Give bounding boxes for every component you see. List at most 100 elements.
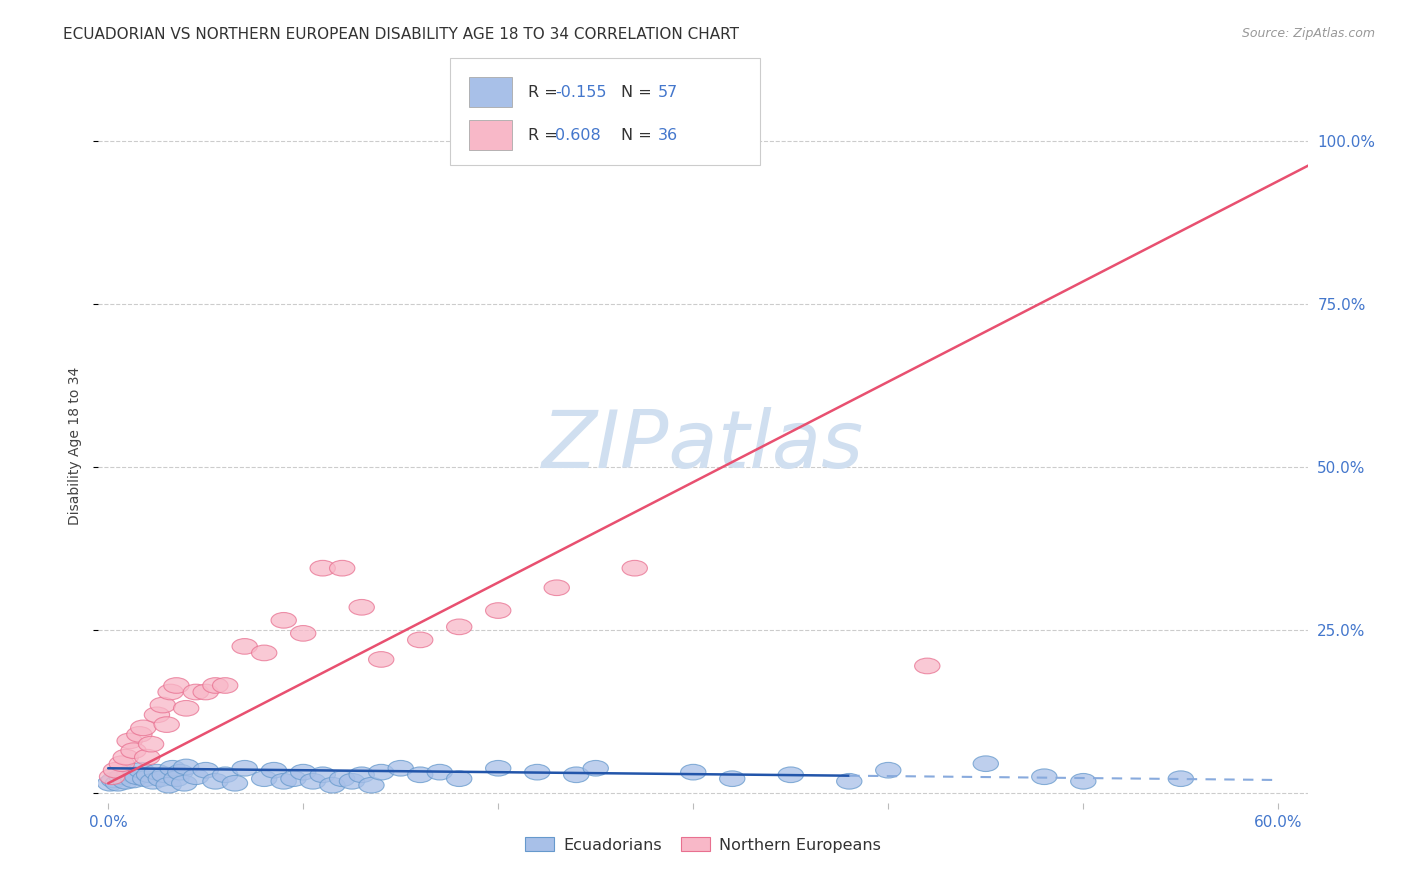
Ellipse shape: [110, 769, 135, 785]
Text: R =: R =: [527, 128, 562, 143]
Ellipse shape: [973, 756, 998, 772]
Ellipse shape: [103, 763, 129, 778]
Text: ZIPatlas: ZIPatlas: [541, 407, 865, 485]
Ellipse shape: [202, 678, 228, 693]
Ellipse shape: [121, 743, 146, 758]
Text: Source: ZipAtlas.com: Source: ZipAtlas.com: [1241, 27, 1375, 40]
Ellipse shape: [202, 773, 228, 789]
Ellipse shape: [681, 764, 706, 780]
Ellipse shape: [524, 764, 550, 780]
Ellipse shape: [163, 678, 190, 693]
Ellipse shape: [837, 773, 862, 789]
Ellipse shape: [319, 778, 344, 793]
Ellipse shape: [252, 645, 277, 661]
Ellipse shape: [1070, 773, 1097, 789]
FancyBboxPatch shape: [450, 58, 761, 165]
Ellipse shape: [148, 771, 173, 787]
Ellipse shape: [291, 625, 316, 641]
Ellipse shape: [1032, 769, 1057, 785]
Ellipse shape: [291, 764, 316, 780]
Ellipse shape: [408, 632, 433, 648]
Ellipse shape: [141, 773, 166, 789]
Ellipse shape: [281, 771, 307, 787]
Ellipse shape: [193, 763, 218, 778]
Text: N =: N =: [620, 128, 657, 143]
Ellipse shape: [544, 580, 569, 596]
Ellipse shape: [167, 764, 193, 780]
Ellipse shape: [125, 769, 150, 785]
Ellipse shape: [160, 761, 186, 776]
Ellipse shape: [301, 773, 326, 789]
Ellipse shape: [252, 771, 277, 787]
Ellipse shape: [152, 767, 177, 782]
FancyBboxPatch shape: [468, 78, 512, 107]
Ellipse shape: [131, 720, 156, 736]
Ellipse shape: [359, 778, 384, 793]
Ellipse shape: [1168, 771, 1194, 787]
Ellipse shape: [720, 771, 745, 787]
Ellipse shape: [349, 599, 374, 615]
Ellipse shape: [172, 775, 197, 791]
Ellipse shape: [112, 749, 138, 765]
Ellipse shape: [485, 603, 510, 618]
Ellipse shape: [408, 767, 433, 782]
Ellipse shape: [105, 775, 131, 791]
Ellipse shape: [112, 773, 138, 789]
Ellipse shape: [156, 778, 181, 793]
Ellipse shape: [232, 639, 257, 654]
Ellipse shape: [222, 775, 247, 791]
Ellipse shape: [136, 767, 162, 782]
Text: 0.608: 0.608: [555, 128, 602, 143]
Ellipse shape: [262, 763, 287, 778]
Ellipse shape: [145, 764, 170, 780]
Y-axis label: Disability Age 18 to 34: Disability Age 18 to 34: [67, 367, 82, 525]
Ellipse shape: [145, 707, 170, 723]
Ellipse shape: [212, 767, 238, 782]
Ellipse shape: [368, 764, 394, 780]
Ellipse shape: [155, 717, 180, 732]
Ellipse shape: [311, 560, 336, 576]
FancyBboxPatch shape: [468, 120, 512, 150]
Text: 36: 36: [658, 128, 678, 143]
Ellipse shape: [150, 698, 176, 713]
Text: 57: 57: [658, 85, 678, 100]
Ellipse shape: [163, 771, 190, 787]
Ellipse shape: [447, 619, 472, 635]
Ellipse shape: [117, 733, 142, 748]
Ellipse shape: [121, 772, 146, 788]
Ellipse shape: [621, 560, 647, 576]
Ellipse shape: [349, 767, 374, 782]
Ellipse shape: [135, 749, 160, 765]
Ellipse shape: [132, 771, 157, 787]
Ellipse shape: [101, 772, 127, 788]
Ellipse shape: [583, 761, 609, 776]
Ellipse shape: [564, 767, 589, 782]
Text: R =: R =: [527, 85, 562, 100]
Ellipse shape: [311, 767, 336, 782]
Ellipse shape: [447, 771, 472, 787]
Ellipse shape: [329, 771, 354, 787]
Ellipse shape: [485, 761, 510, 776]
Ellipse shape: [914, 658, 941, 673]
Ellipse shape: [183, 769, 208, 785]
Ellipse shape: [110, 756, 135, 772]
Ellipse shape: [117, 765, 142, 781]
Ellipse shape: [271, 773, 297, 789]
Ellipse shape: [193, 684, 218, 700]
Ellipse shape: [1372, 114, 1399, 129]
Ellipse shape: [427, 764, 453, 780]
Ellipse shape: [183, 684, 208, 700]
Ellipse shape: [876, 763, 901, 778]
Ellipse shape: [339, 773, 364, 789]
Text: ECUADORIAN VS NORTHERN EUROPEAN DISABILITY AGE 18 TO 34 CORRELATION CHART: ECUADORIAN VS NORTHERN EUROPEAN DISABILI…: [63, 27, 740, 42]
Ellipse shape: [157, 684, 183, 700]
Ellipse shape: [778, 767, 803, 782]
Ellipse shape: [329, 560, 354, 576]
Ellipse shape: [97, 775, 122, 791]
Ellipse shape: [138, 736, 163, 752]
Text: -0.155: -0.155: [555, 85, 607, 100]
Ellipse shape: [127, 727, 152, 742]
Legend: Ecuadorians, Northern Europeans: Ecuadorians, Northern Europeans: [519, 830, 887, 859]
Ellipse shape: [388, 761, 413, 776]
Ellipse shape: [271, 613, 297, 628]
